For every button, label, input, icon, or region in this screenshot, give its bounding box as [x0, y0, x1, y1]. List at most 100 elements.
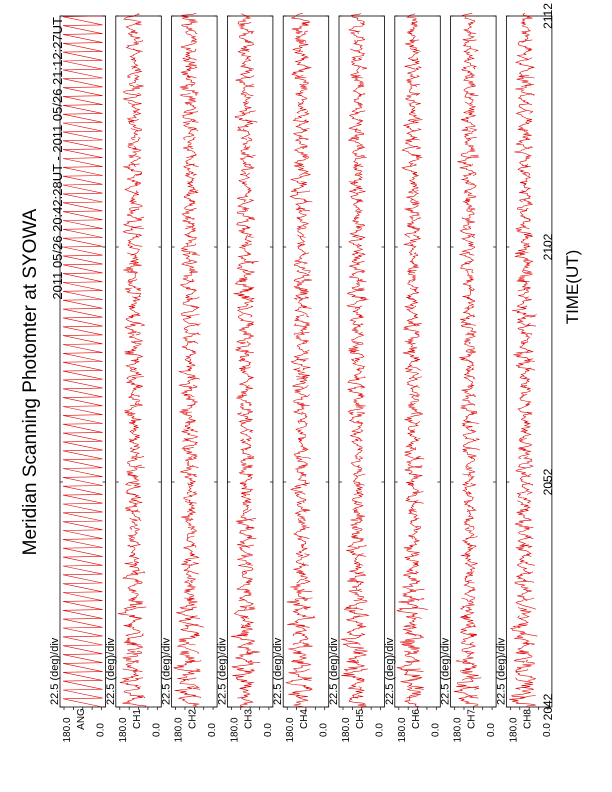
- sweep-trace: [294, 163, 309, 176]
- sweep-trace: [403, 199, 420, 212]
- sweep-trace: [186, 358, 196, 371]
- sweep-trace: [518, 606, 532, 619]
- sweep-trace: [237, 48, 251, 61]
- sweep-trace: [62, 77, 103, 88]
- sweep-trace: [185, 154, 199, 167]
- sweep-trace: [465, 332, 477, 345]
- sweep-trace: [297, 243, 306, 256]
- sweep-trace: [465, 465, 476, 477]
- sweep-trace: [181, 553, 200, 566]
- sweep-trace: [353, 473, 366, 486]
- sweep-trace: [124, 500, 143, 513]
- sweep-trace: [291, 181, 307, 194]
- sweep-trace: [238, 588, 253, 601]
- sweep-trace: [463, 75, 475, 88]
- sweep-trace: [516, 75, 532, 88]
- sweep-trace: [516, 358, 536, 371]
- sweep-trace: [463, 518, 475, 530]
- sweep-trace: [62, 414, 103, 424]
- sweep-trace: [409, 172, 420, 185]
- sweep-trace: [238, 21, 254, 34]
- sweep-trace: [408, 402, 420, 415]
- sweep-trace: [127, 101, 141, 114]
- sweep-trace: [126, 615, 141, 628]
- sweep-trace: [241, 571, 253, 584]
- sweep-trace: [463, 21, 476, 34]
- sweep-trace: [297, 225, 307, 238]
- sweep-trace: [350, 190, 366, 203]
- sweep-trace: [410, 385, 421, 398]
- sweep-trace: [463, 500, 477, 513]
- y-tick-label: 0.0: [486, 723, 497, 737]
- sweep-trace: [62, 86, 103, 96]
- sweep-trace: [408, 101, 416, 114]
- sweep-trace: [62, 432, 103, 442]
- sweep-trace: [237, 190, 251, 203]
- scale-label: 22.5 (deg)/div: [328, 637, 340, 705]
- sweep-trace: [290, 172, 312, 185]
- sweep-trace: [125, 358, 140, 371]
- sweep-trace: [407, 30, 416, 43]
- sweep-trace: [515, 659, 535, 672]
- sweep-trace: [124, 402, 143, 415]
- sweep-trace: [461, 420, 474, 433]
- sweep-trace: [285, 677, 312, 690]
- sweep-trace: [404, 695, 422, 708]
- sweep-trace: [185, 234, 197, 247]
- sweep-trace: [459, 252, 475, 265]
- sweep-trace: [464, 571, 475, 584]
- sweep-trace: [62, 511, 103, 522]
- sweep-trace: [129, 429, 140, 442]
- sweep-trace: [351, 580, 364, 593]
- sweep-trace: [290, 358, 311, 371]
- sweep-trace: [403, 234, 421, 247]
- x-tick-label: 2052: [541, 468, 555, 495]
- sweep-trace: [462, 30, 475, 43]
- sweep-trace: [127, 332, 143, 344]
- sweep-trace: [462, 287, 475, 300]
- scale-label: 22.5 (deg)/div: [216, 637, 228, 705]
- panel-ch2: 180.0 0.0 CH2 22.5 (deg)/div: [161, 13, 218, 743]
- sweep-trace: [352, 305, 364, 318]
- sweep-trace: [298, 296, 312, 309]
- sweep-trace: [128, 199, 143, 212]
- sweep-trace: [350, 358, 366, 371]
- sweep-trace: [240, 92, 252, 105]
- sweep-trace: [182, 216, 196, 229]
- sweep-trace: [404, 225, 421, 238]
- sweep-trace: [461, 633, 478, 646]
- y-tick-label: 180.0: [118, 717, 129, 742]
- sweep-trace: [62, 24, 103, 34]
- sweep-trace: [464, 296, 475, 309]
- sweep-trace: [406, 128, 422, 141]
- traces: [396, 13, 428, 708]
- panel-ch6: 180.0 0.0 CH6 22.5 (deg)/div: [384, 13, 441, 743]
- sweep-trace: [128, 394, 140, 407]
- y-tick-label: 180.0: [229, 717, 240, 742]
- sweep-trace: [406, 287, 419, 300]
- sweep-trace: [462, 429, 477, 442]
- sweep-trace: [404, 447, 425, 460]
- sweep-trace: [406, 562, 420, 575]
- sweep-trace: [460, 544, 473, 557]
- sweep-trace: [239, 376, 254, 389]
- sweep-trace: [350, 30, 366, 43]
- sweep-trace: [62, 494, 103, 504]
- sweep-trace: [517, 128, 532, 141]
- sweep-trace: [240, 385, 253, 398]
- sweep-trace: [239, 429, 252, 442]
- sweep-trace: [514, 633, 535, 646]
- sweep-trace: [235, 650, 261, 663]
- sweep-trace: [62, 449, 103, 460]
- panel-ch5: 180.0 0.0 CH5 22.5 (deg)/div: [328, 13, 386, 743]
- sweep-trace: [123, 624, 141, 637]
- sweep-trace: [464, 367, 476, 380]
- sweep-trace: [288, 642, 313, 655]
- sweep-trace: [237, 119, 254, 132]
- sweep-trace: [514, 518, 531, 531]
- sweep-trace: [123, 216, 145, 229]
- sweep-trace: [514, 145, 533, 158]
- sweep-trace: [346, 624, 367, 637]
- sweep-trace: [292, 110, 310, 123]
- sweep-trace: [345, 597, 368, 610]
